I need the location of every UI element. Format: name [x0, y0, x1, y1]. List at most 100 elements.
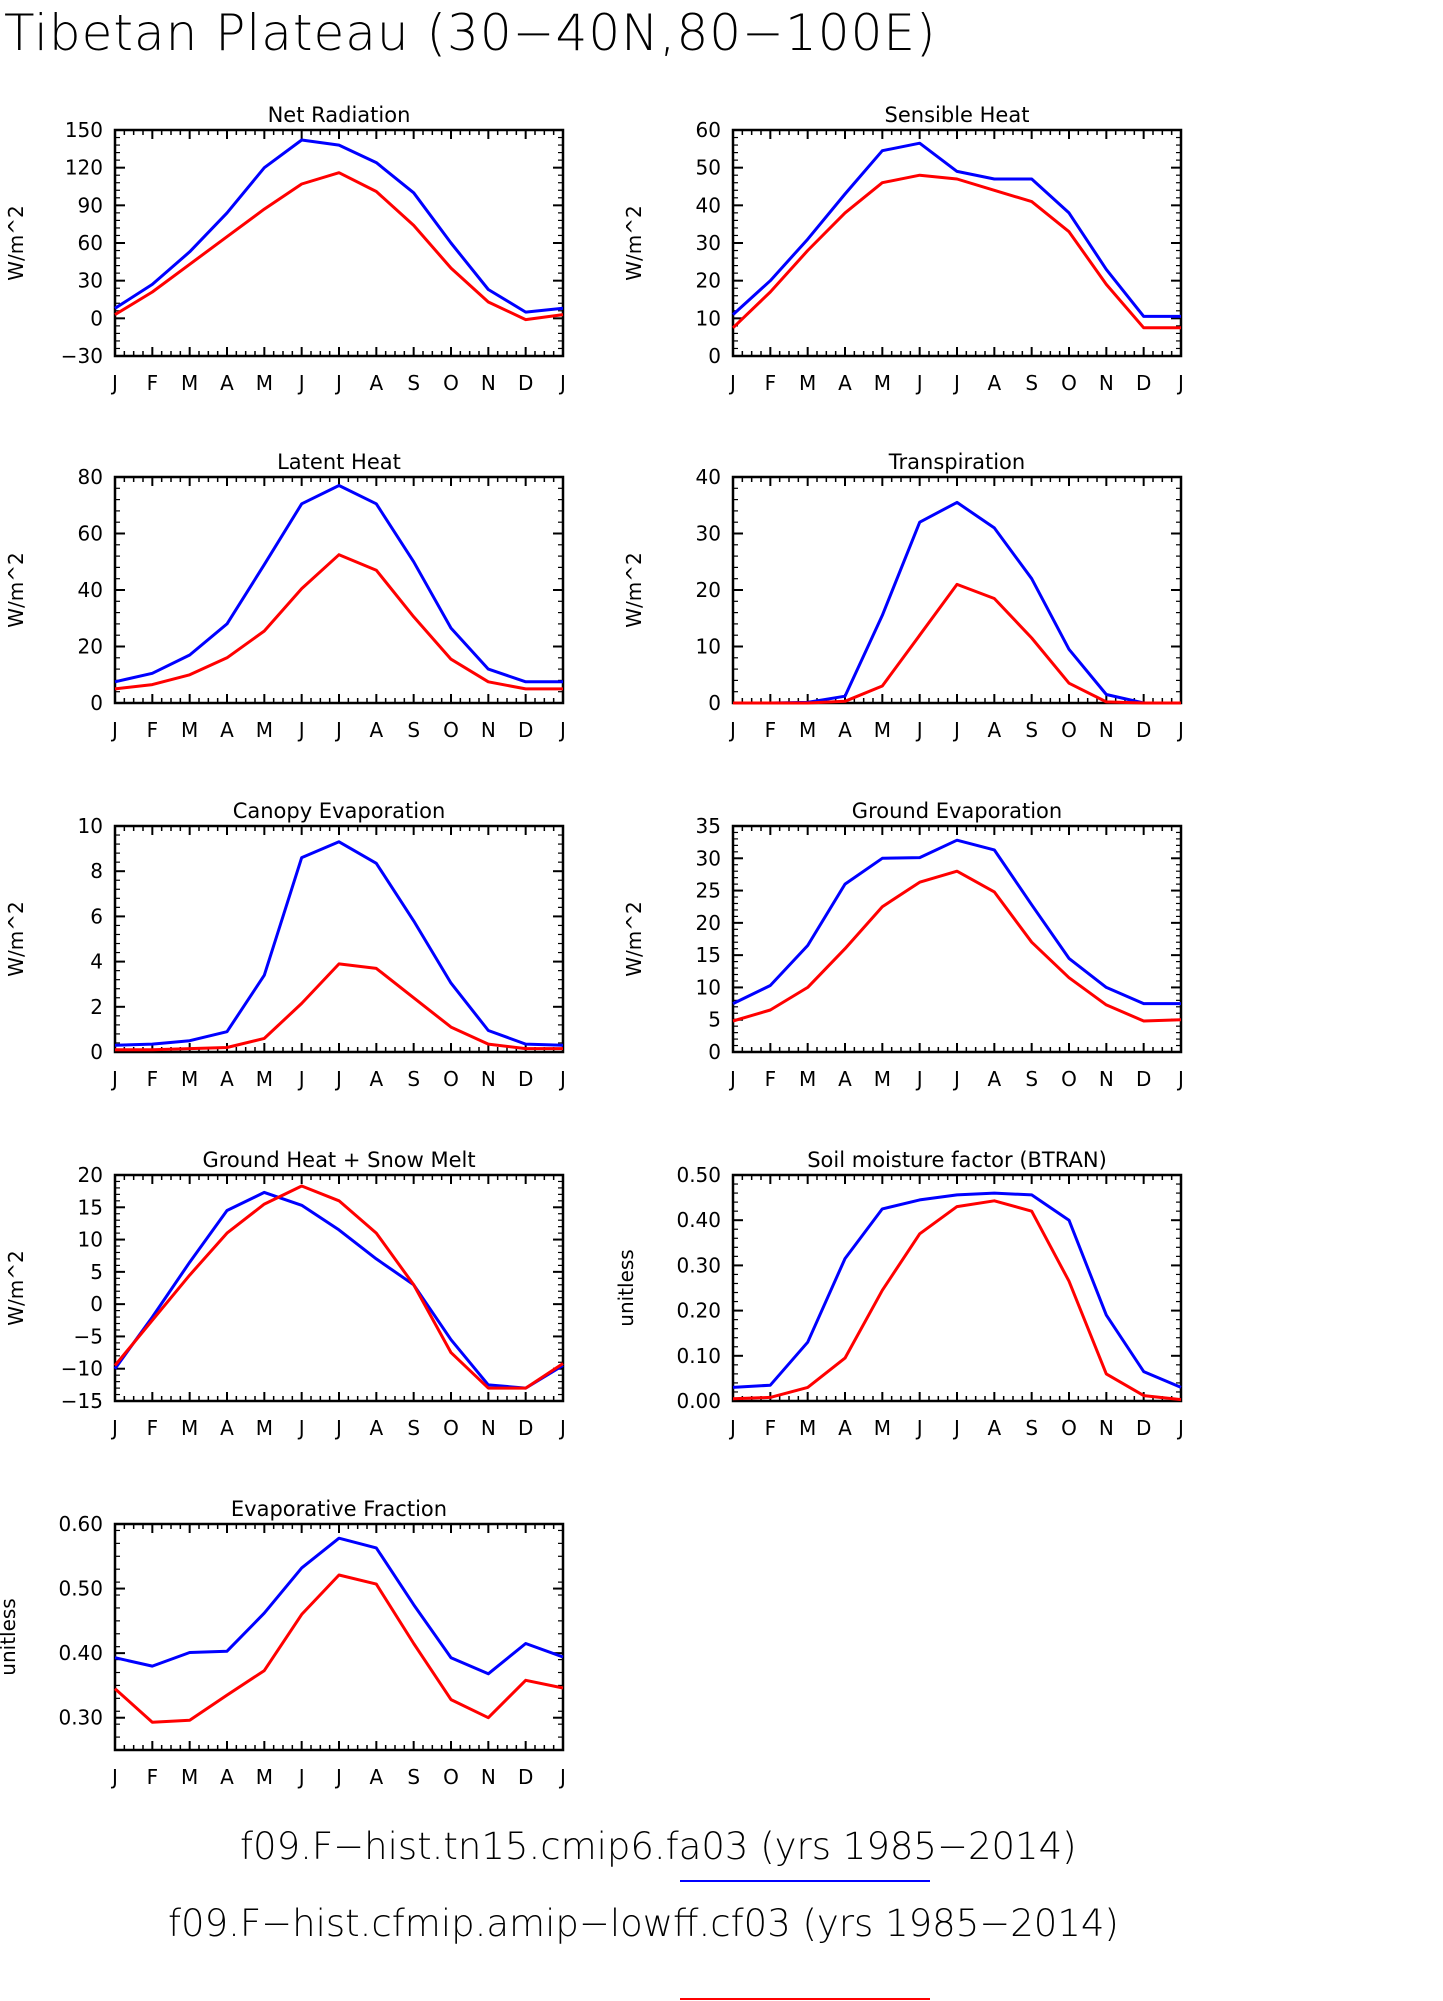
y-tick-label: 0.50	[676, 1163, 721, 1187]
x-tick-label: A	[220, 718, 234, 742]
x-tick-label: A	[369, 371, 383, 395]
x-tick-label: J	[110, 371, 118, 395]
y-tick-label: 10	[696, 975, 721, 999]
series-line-2	[115, 962, 563, 1052]
x-tick-label: M	[874, 1416, 891, 1440]
x-tick-label: J	[334, 1416, 342, 1440]
x-tick-label: O	[443, 718, 459, 742]
x-tick-label: M	[181, 718, 198, 742]
y-tick-label: 30	[696, 231, 721, 255]
x-tick-label: J	[334, 1765, 342, 1789]
x-tick-label: D	[518, 1067, 533, 1091]
x-tick-label: M	[799, 718, 816, 742]
x-tick-label: M	[874, 1067, 891, 1091]
series-line-1	[732, 838, 1181, 1006]
x-tick-label: A	[369, 1067, 383, 1091]
x-tick-label: D	[518, 1765, 533, 1789]
x-tick-label: F	[147, 1067, 159, 1091]
x-tick-label: A	[220, 1765, 234, 1789]
y-tick-label: 30	[78, 269, 103, 293]
y-axis-label: W/m^2	[622, 205, 646, 280]
x-tick-label: A	[838, 718, 852, 742]
x-tick-label: M	[799, 371, 816, 395]
y-tick-label: 40	[696, 465, 721, 489]
x-tick-label: J	[110, 1067, 118, 1091]
series-line-1	[114, 484, 563, 684]
panel-title: Latent Heat	[277, 450, 401, 474]
x-tick-label: S	[1025, 1067, 1038, 1091]
x-tick-label: D	[1136, 1067, 1151, 1091]
x-tick-label: S	[407, 371, 420, 395]
panel-title: Transpiration	[888, 450, 1025, 474]
x-tick-label: J	[728, 371, 736, 395]
x-tick-label: J	[952, 1416, 960, 1440]
y-tick-label: 8	[90, 859, 103, 883]
y-tick-label: 60	[696, 118, 721, 142]
y-tick-label: 25	[696, 879, 721, 903]
x-tick-label: M	[256, 1067, 273, 1091]
y-tick-label: 2	[90, 995, 103, 1019]
x-tick-label: J	[915, 1416, 923, 1440]
x-tick-label: S	[407, 718, 420, 742]
x-tick-label: J	[297, 1416, 305, 1440]
x-tick-label: F	[147, 371, 159, 395]
plot-frame	[113, 1522, 565, 1752]
series-line-2	[731, 173, 1181, 330]
x-tick-label: J	[915, 1067, 923, 1091]
x-tick-label: M	[799, 1416, 816, 1440]
y-tick-label: −15	[61, 1389, 103, 1413]
panel-title: Evaporative Fraction	[231, 1497, 447, 1521]
x-tick-label: O	[443, 371, 459, 395]
y-tick-label: 35	[696, 814, 721, 838]
y-tick-label: −10	[61, 1357, 103, 1381]
y-axis-label: W/m^2	[622, 552, 646, 627]
panel-2: J F M A M J J A S O N D J0102030405060W/m^2Sensible …	[622, 103, 1184, 395]
y-tick-label: 5	[90, 1260, 103, 1284]
y-tick-label: 15	[696, 943, 721, 967]
plot-frame	[731, 1173, 1183, 1403]
x-tick-label: F	[765, 1416, 777, 1440]
series-line-2	[732, 869, 1182, 1023]
panel-title: Soil moisture factor (BTRAN)	[807, 1148, 1107, 1172]
x-tick-label: J	[915, 371, 923, 395]
y-tick-label: 40	[696, 193, 721, 217]
x-tick-label: O	[1061, 1416, 1077, 1440]
x-tick-label: N	[1099, 371, 1114, 395]
series-line-1	[731, 141, 1181, 318]
y-tick-label: 60	[78, 231, 103, 255]
x-tick-label: S	[407, 1067, 420, 1091]
y-tick-label: 0	[708, 1040, 721, 1064]
panel-8: J F M A M J J A S O N D J0.000.100.200.300.400.50uni…	[614, 1148, 1184, 1440]
x-tick-label: S	[407, 1765, 420, 1789]
y-tick-label: 80	[78, 465, 103, 489]
x-tick-label: J	[728, 1416, 736, 1440]
series-line-1	[114, 840, 564, 1047]
x-tick-label: J	[110, 1416, 118, 1440]
x-tick-label: A	[220, 371, 234, 395]
series-line-1	[113, 1190, 564, 1390]
series-line-2	[113, 1573, 564, 1724]
x-tick-label: J	[297, 1067, 305, 1091]
x-tick-label: M	[181, 371, 198, 395]
y-axis-label: W/m^2	[4, 552, 28, 627]
y-tick-label: 0.60	[58, 1512, 103, 1536]
x-tick-label: S	[1025, 1416, 1038, 1440]
panel-title: Net Radiation	[268, 103, 411, 127]
y-tick-label: 6	[90, 904, 103, 928]
x-tick-label: J	[558, 1765, 566, 1789]
y-tick-label: 20	[696, 911, 721, 935]
y-axis-label: W/m^2	[622, 901, 646, 976]
x-tick-label: J	[1176, 1416, 1184, 1440]
y-tick-label: 20	[696, 578, 721, 602]
x-tick-label: J	[558, 1416, 566, 1440]
x-tick-label: J	[952, 1067, 960, 1091]
x-tick-label: N	[481, 371, 496, 395]
x-tick-label: N	[1099, 1416, 1114, 1440]
y-tick-label: 30	[696, 522, 721, 546]
y-tick-label: 20	[78, 635, 103, 659]
x-tick-label: S	[1025, 371, 1038, 395]
series-line-2	[733, 582, 1181, 705]
y-tick-label: 0.50	[58, 1577, 103, 1601]
y-axis-label: W/m^2	[4, 901, 28, 976]
